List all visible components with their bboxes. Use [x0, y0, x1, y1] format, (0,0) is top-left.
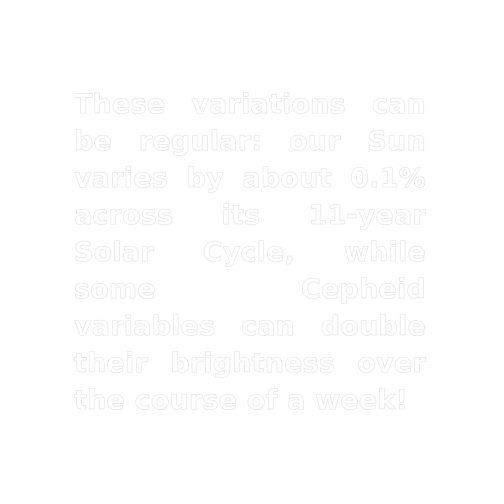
caption-text: These variations can be regular: our Sun…: [74, 89, 426, 417]
